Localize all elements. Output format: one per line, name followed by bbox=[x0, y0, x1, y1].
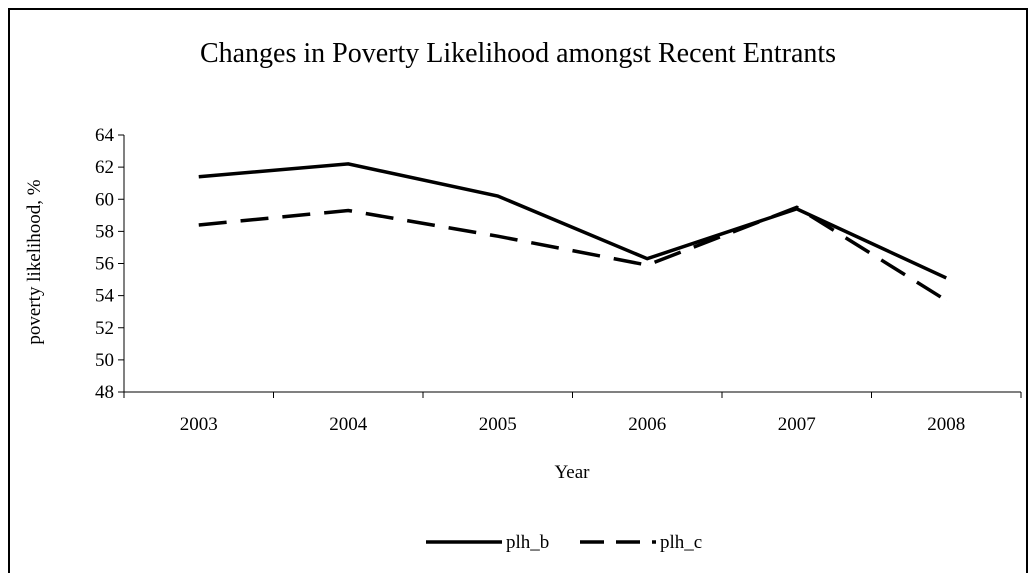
x-axis-label: Year bbox=[554, 462, 590, 483]
y-tick-label: 52 bbox=[95, 318, 114, 339]
x-tick-label: 2004 bbox=[329, 414, 368, 435]
series-lines bbox=[199, 164, 947, 301]
x-tick-label: 2003 bbox=[180, 414, 218, 435]
x-ticks: 2003 2004 2005 2006 2007 2008 bbox=[124, 392, 1021, 435]
y-tick-label: 56 bbox=[95, 254, 114, 275]
y-tick-label: 62 bbox=[95, 157, 114, 178]
y-tick-label: 64 bbox=[95, 125, 115, 146]
legend-label-plh_c: plh_c bbox=[660, 532, 702, 553]
y-tick-label: 50 bbox=[95, 350, 114, 371]
x-tick-label: 2005 bbox=[479, 414, 517, 435]
series-line-plh_b bbox=[199, 164, 947, 278]
y-tick-label: 58 bbox=[95, 221, 114, 242]
x-tick-label: 2007 bbox=[778, 414, 816, 435]
legend-label-plh_b: plh_b bbox=[506, 532, 549, 553]
y-tick-label: 48 bbox=[95, 382, 114, 403]
x-tick-label: 2008 bbox=[927, 414, 965, 435]
series-line-plh_c bbox=[199, 207, 947, 300]
y-tick-label: 60 bbox=[95, 189, 114, 210]
chart-title: Changes in Poverty Likelihood amongst Re… bbox=[200, 38, 836, 69]
y-ticks: 48 50 52 54 56 58 60 62 64 bbox=[95, 125, 124, 403]
y-tick-label: 54 bbox=[95, 286, 115, 307]
y-axis-label: poverty likelihood, % bbox=[24, 179, 45, 344]
x-tick-label: 2006 bbox=[628, 414, 666, 435]
legend: plh_b plh_c bbox=[426, 532, 702, 553]
